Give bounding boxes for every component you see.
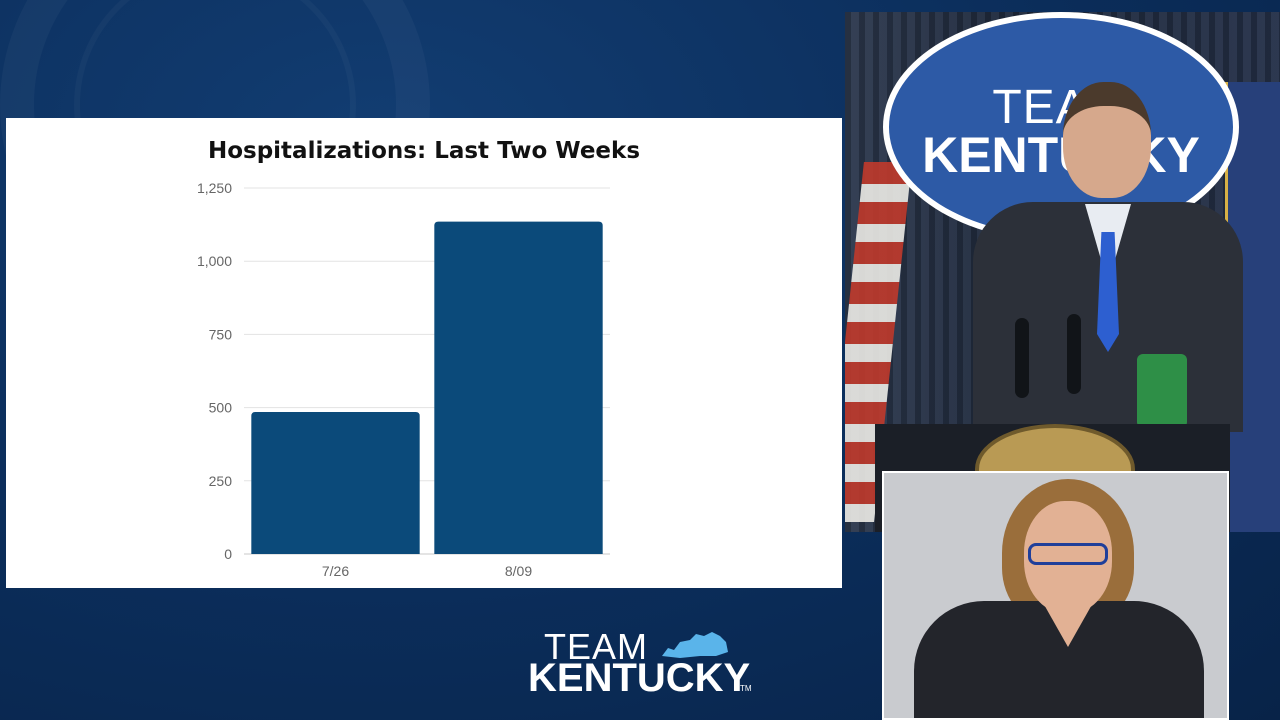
interpreter-glasses (1028, 543, 1108, 565)
y-tick-label: 0 (224, 546, 232, 562)
oval-kentucky-text: KENTUCKY (922, 127, 1200, 183)
logo-team-text: TEAM (544, 626, 649, 667)
bar-8-09 (434, 221, 603, 554)
logo-kentucky-text: KENTUCKY (528, 656, 751, 700)
speaker-head (1063, 82, 1151, 198)
sign-language-interpreter-feed (882, 471, 1229, 720)
interpreter-face (1024, 501, 1112, 613)
team-kentucky-logo: TEAM KENTUCKY TM (528, 626, 758, 700)
speaker-tie (1097, 232, 1119, 352)
y-tick-label: 500 (209, 400, 233, 416)
x-tick-label: 7/26 (322, 563, 349, 579)
y-tick-label: 1,250 (197, 180, 232, 196)
bar-chart: 0 250 500 750 1,000 1,250 7/26 8/09 (197, 180, 610, 579)
x-tick-label: 8/09 (505, 563, 532, 579)
green-tumbler (1137, 354, 1187, 428)
trademark-mark: TM (740, 684, 752, 693)
chart-title: Hospitalizations: Last Two Weeks (207, 138, 641, 164)
speaker (973, 82, 1243, 462)
speaker-video-feed: TEAM KENTUCKY (845, 12, 1280, 532)
kentucky-state-icon (662, 632, 728, 658)
microphone-right (1067, 314, 1081, 394)
y-tick-label: 1,000 (197, 253, 232, 269)
bar-7-26 (251, 411, 420, 554)
microphone-left (1015, 318, 1029, 398)
chart-card: Hospitalizations: Last Two Weeks 0 250 500… (6, 118, 842, 588)
y-tick-label: 250 (209, 473, 233, 489)
y-tick-label: 750 (209, 326, 233, 342)
